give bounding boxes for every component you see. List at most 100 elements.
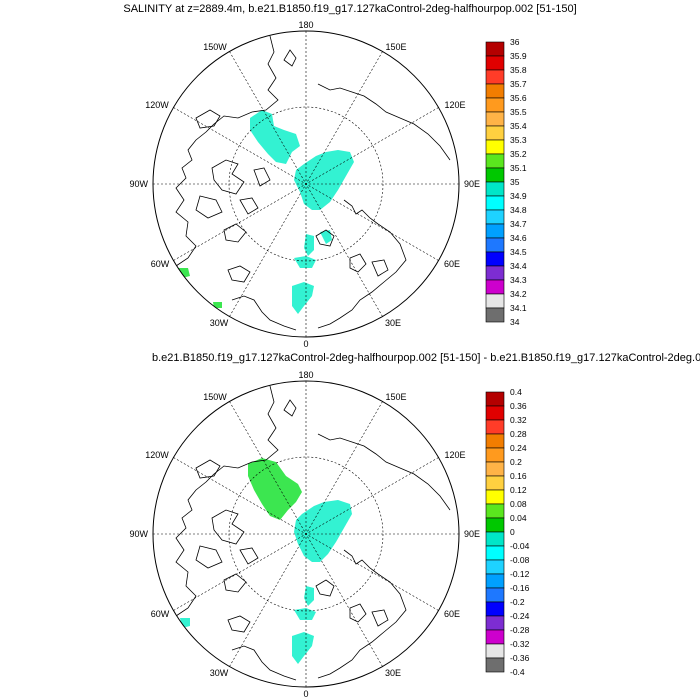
lon-label: 90E: [464, 529, 480, 539]
colorbar-label: 0.16: [510, 471, 527, 481]
colorbar-label: 34.3: [510, 275, 527, 285]
panel-difference: b.e21.B1850.f19_g17.127kaControl-2deg-ha…: [129, 352, 700, 699]
lon-label: 60E: [444, 609, 460, 619]
colorbar-swatch: [485, 125, 505, 141]
coastlines: [175, 35, 451, 331]
colorbar-swatch: [485, 307, 505, 323]
colorbar-swatch: [485, 69, 505, 85]
colorbar-label: 35.3: [510, 135, 527, 145]
lon-label: 0: [303, 689, 308, 699]
colorbar-swatch: [485, 517, 505, 533]
lon-label: 120E: [444, 100, 465, 110]
colorbar-label: 35.1: [510, 163, 527, 173]
salinity-patches: [250, 110, 354, 314]
colorbar-swatch: [485, 111, 505, 127]
colorbar-swatch: [485, 531, 505, 547]
colorbar-swatch: [485, 405, 505, 421]
graticule: [153, 31, 459, 337]
colorbar-label: -0.28: [510, 625, 530, 635]
lon-label: 90W: [129, 179, 148, 189]
lon-label: 150W: [203, 42, 227, 52]
lon-label: 150W: [203, 392, 227, 402]
colorbar-swatch: [485, 643, 505, 659]
map-boundary: [152, 30, 460, 338]
colorbar-label: 34.6: [510, 233, 527, 243]
colorbar-swatch: [485, 559, 505, 575]
colorbar-swatch: [485, 657, 505, 673]
green-patch: [213, 302, 222, 308]
colorbar-label: 0.4: [510, 387, 522, 397]
lon-label: 120W: [145, 100, 169, 110]
colorbar-swatch: [485, 601, 505, 617]
colorbar-swatch: [485, 391, 505, 407]
lon-label: 90E: [464, 179, 480, 189]
panel-title: SALINITY at z=2889.4m, b.e21.B1850.f19_g…: [123, 3, 576, 15]
colorbar-label: 35.9: [510, 51, 527, 61]
colorbar-swatch: [485, 55, 505, 71]
colorbar-label: -0.36: [510, 653, 530, 663]
colorbar-label: 0.2: [510, 457, 522, 467]
colorbar-label: 0.12: [510, 485, 527, 495]
lon-label: 90W: [129, 529, 148, 539]
map-area: [153, 31, 459, 337]
colorbar-label: 0.08: [510, 499, 527, 509]
colorbar-label: -0.04: [510, 541, 530, 551]
lon-label: 30W: [210, 668, 229, 678]
colorbar-label: 34.2: [510, 289, 527, 299]
colorbar-swatch: [485, 475, 505, 491]
lon-label: 60E: [444, 259, 460, 269]
colorbar-swatch: [485, 209, 505, 225]
lon-label: 30W: [210, 318, 229, 328]
colorbar-swatch: [485, 83, 505, 99]
lon-label: 150E: [385, 42, 406, 52]
colorbar-label: 35.6: [510, 93, 527, 103]
colorbar-swatch: [485, 615, 505, 631]
colorbar-swatch: [485, 97, 505, 113]
colorbar-label: -0.32: [510, 639, 530, 649]
coastlines: [175, 385, 451, 681]
colorbar-label: 35.2: [510, 149, 527, 159]
lon-label: 120W: [145, 450, 169, 460]
colorbar-swatch: [485, 433, 505, 449]
colorbar-label: 35.8: [510, 65, 527, 75]
graticule: [153, 381, 459, 687]
colorbar-label: 0.28: [510, 429, 527, 439]
lon-label: 60W: [151, 609, 170, 619]
panel-salinity: SALINITY at z=2889.4m, b.e21.B1850.f19_g…: [123, 3, 576, 349]
colorbar-label: 34.1: [510, 303, 527, 313]
colorbar-swatch: [485, 251, 505, 267]
colorbar-label: 0.32: [510, 415, 527, 425]
colorbar-swatch: [485, 489, 505, 505]
colorbar-label: -0.16: [510, 583, 530, 593]
lon-label: 180: [298, 370, 313, 380]
map-area: [153, 381, 459, 687]
colorbar-label: -0.4: [510, 667, 525, 677]
colorbar-swatch: [485, 195, 505, 211]
colorbar-label: 35: [510, 177, 520, 187]
colorbar-swatch: [485, 237, 505, 253]
colorbar-swatch: [485, 153, 505, 169]
colorbar-label: -0.08: [510, 555, 530, 565]
colorbar-label: 34.8: [510, 205, 527, 215]
colorbar-swatch: [485, 223, 505, 239]
colorbar-swatch: [485, 265, 505, 281]
colorbar-label: 35.7: [510, 79, 527, 89]
colorbar-label: -0.2: [510, 597, 525, 607]
colorbar-swatch: [485, 545, 505, 561]
longitude-labels: 180 0 90W 90E 150W 150E 120W 120E 60W 60…: [129, 370, 480, 699]
colorbar-label: 0.04: [510, 513, 527, 523]
colorbar-label: 35.5: [510, 107, 527, 117]
colorbar-swatch: [485, 279, 505, 295]
colorbar: 0.4 0.36 0.32 0.28 0.24 0.2 0.16 0.12 0.08 0.04 0 -…: [485, 387, 530, 677]
colorbar-swatch: [485, 41, 505, 57]
colorbar-label: 34.7: [510, 219, 527, 229]
colorbar-swatch: [485, 293, 505, 309]
lon-label: 30E: [385, 668, 401, 678]
colorbar-label: -0.24: [510, 611, 530, 621]
longitude-labels: 180 0 90W 90E 150W 150E 120W 120E 60W 60…: [129, 20, 480, 349]
map-boundary: [152, 380, 460, 688]
lon-label: 180: [298, 20, 313, 30]
green-patch: [248, 458, 302, 520]
colorbar-label: 34: [510, 317, 520, 327]
